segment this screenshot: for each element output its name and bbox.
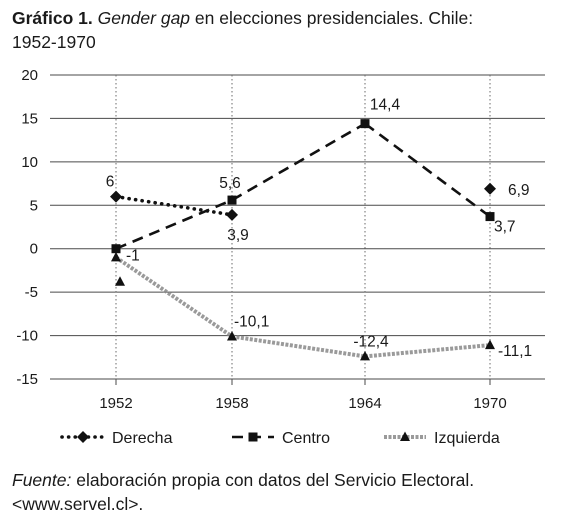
- y-tick-label: 5: [30, 197, 38, 214]
- chart-title: Gráfico 1. Gender gap en elecciones pres…: [12, 6, 572, 54]
- title-rest: en elecciones presidenciales. Chile:: [190, 8, 474, 28]
- series-line-segment: [115, 198, 233, 250]
- line-chart: 20 15 10 5 0 -5 -10 -15 1952 1958 1964 1970 6 3,9 6,…: [16, 67, 545, 447]
- x-tick-label: 1964: [348, 395, 381, 412]
- series-centro: [111, 119, 495, 254]
- legend-label: Derecha: [112, 430, 173, 447]
- y-tick-label: 20: [21, 67, 38, 84]
- data-label: 14,4: [370, 97, 401, 114]
- y-tick-label: -5: [25, 284, 38, 301]
- data-label: -12,4: [353, 333, 389, 350]
- data-label: 3,9: [227, 227, 249, 244]
- legend-swatch-marker: [77, 431, 89, 443]
- data-label: 6,9: [508, 182, 530, 199]
- legend-label: Izquierda: [434, 430, 500, 447]
- x-tick-label: 1958: [215, 395, 248, 412]
- series-derecha: [110, 182, 496, 221]
- x-axis-ticks: 1952 1958 1964 1970: [99, 379, 507, 412]
- data-point-derecha: [110, 190, 122, 203]
- series-line-segment: [114, 255, 234, 339]
- y-axis-ticks: 20 15 10 5 0 -5 -10 -15: [16, 67, 38, 388]
- y-tick-label: 0: [30, 241, 38, 258]
- source-italic: Fuente:: [12, 470, 72, 490]
- legend-swatch-marker: [248, 432, 258, 442]
- source-note: Fuente: elaboración propia con datos del…: [12, 468, 572, 516]
- data-label: 6: [106, 174, 115, 191]
- legend-swatch-marker: [400, 431, 410, 441]
- source-url: <www.servel.cl>.: [12, 494, 144, 514]
- data-point-centro: [227, 195, 237, 205]
- series-line-segment: [231, 334, 366, 359]
- legend-item-centro: Centro: [232, 430, 330, 447]
- title-line2: 1952-1970: [12, 32, 96, 52]
- series-line-segment: [231, 122, 366, 202]
- series-line-segment: [364, 122, 491, 218]
- series-line-segment: [114, 194, 234, 217]
- data-label: 3,7: [494, 219, 516, 236]
- data-point-izquierda-marker: [115, 276, 125, 286]
- series-izquierda: [111, 251, 495, 361]
- data-point-centro: [485, 212, 495, 222]
- grid-lines: [50, 74, 545, 380]
- title-italic: Gender gap: [97, 8, 191, 28]
- data-point-izquierda: [485, 339, 495, 350]
- data-point-centro: [111, 244, 121, 254]
- y-tick-label: 10: [21, 154, 38, 171]
- data-label: -1: [126, 247, 140, 264]
- data-point-centro: [360, 119, 370, 129]
- x-tick-label: 1952: [99, 395, 132, 412]
- legend-label: Centro: [282, 430, 330, 447]
- data-label: -11,1: [498, 343, 532, 360]
- data-point-izquierda: [111, 251, 121, 262]
- legend-item-derecha: Derecha: [60, 430, 173, 447]
- data-labels: 6 3,9 6,9 5,6 14,4 3,7 -1 -10,1 -12,4 -11,1: [106, 97, 533, 360]
- data-point-izquierda: [360, 350, 370, 361]
- legend-item-izquierda: Izquierda: [384, 430, 500, 447]
- y-tick-label: 15: [21, 110, 38, 127]
- series-line-segment: [364, 343, 491, 359]
- data-label: -10,1: [234, 313, 269, 330]
- legend: Derecha Centro Izquierda: [60, 430, 500, 447]
- data-point-derecha: [226, 208, 238, 221]
- data-label: 5,6: [219, 175, 241, 192]
- x-tick-label: 1970: [473, 395, 506, 412]
- title-prefix: Gráfico 1.: [12, 8, 93, 28]
- y-tick-label: -15: [16, 371, 38, 388]
- y-tick-label: -10: [16, 328, 38, 345]
- series-layer: [110, 119, 496, 361]
- source-text: elaboración propia con datos del Servici…: [71, 470, 475, 490]
- data-point-derecha: [484, 182, 496, 195]
- data-point-izquierda: [227, 330, 237, 341]
